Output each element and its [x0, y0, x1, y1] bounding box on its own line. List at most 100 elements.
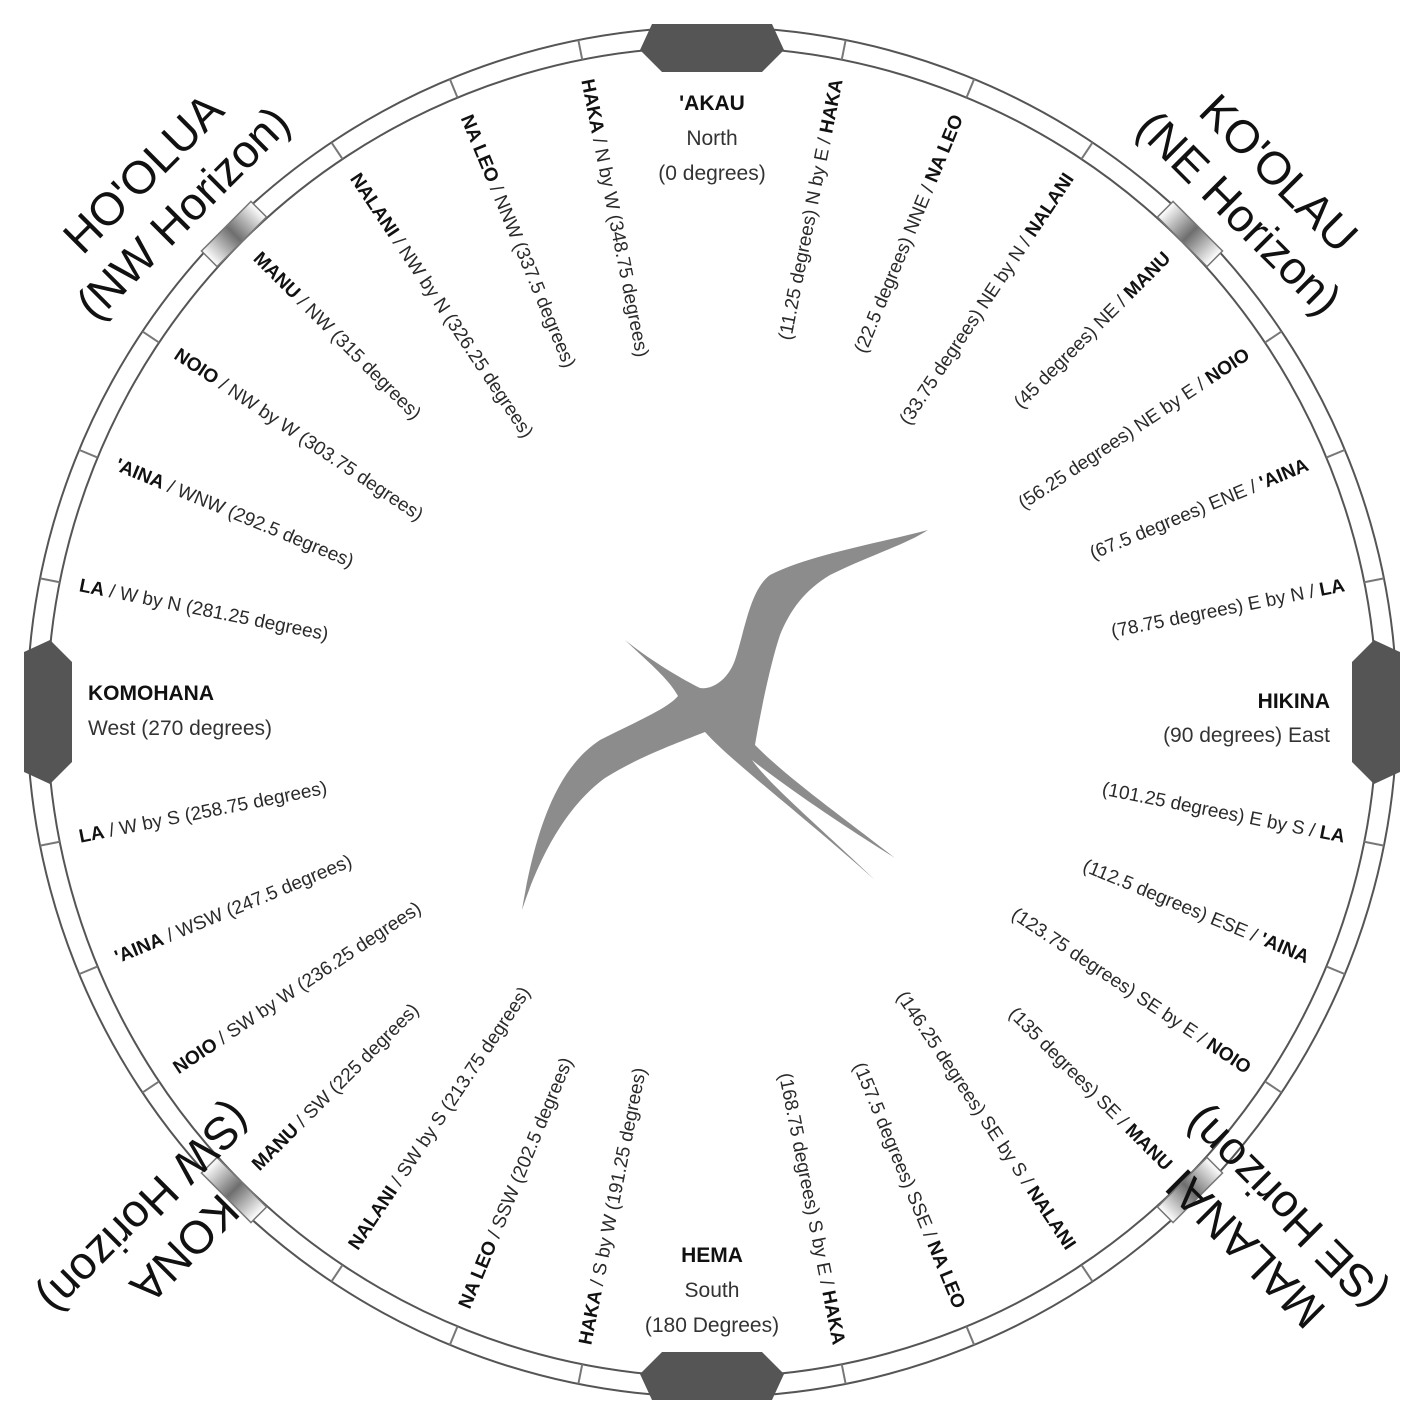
rim-tick	[330, 141, 344, 160]
rim-tick	[1080, 141, 1094, 160]
se-quarter-marker	[1156, 1156, 1224, 1224]
house-name: LA	[1318, 575, 1347, 601]
east-marker	[1352, 640, 1400, 784]
se-horizon-label: MALANAI (SE Horizon)	[1155, 1098, 1396, 1339]
house-bearing: (157.5 degrees) SSE /	[848, 1059, 941, 1246]
south-sub: South	[685, 1279, 740, 1302]
house-name: 'AINA	[1257, 929, 1312, 968]
house-name: HAKA	[816, 77, 847, 135]
south-name: HEMA	[681, 1244, 743, 1267]
rim-tick	[1264, 330, 1283, 344]
house-name: LA	[77, 575, 106, 601]
rim-tick	[141, 1080, 160, 1094]
rim-tick	[1325, 965, 1346, 976]
house-bearing: (101.25 degrees) E by S /	[1100, 779, 1322, 843]
house-label: LA / W by N (281.25 degrees)	[77, 575, 330, 645]
house-bearing: / NNW (337.5 degrees)	[483, 178, 579, 371]
rim-tick	[1364, 840, 1385, 847]
house-name: HAKA	[576, 77, 607, 135]
house-label: (112.5 degrees) ESE / 'AINA	[1080, 856, 1313, 968]
house-name: NALANI	[1021, 170, 1078, 241]
rim-tick	[78, 965, 99, 976]
rim-tick	[840, 39, 847, 60]
house-name: MANU	[1121, 1120, 1176, 1175]
house-bearing: / WSW (247.5 degrees)	[159, 851, 355, 948]
house-label: MANU / SW (225 degrees)	[248, 1000, 423, 1175]
rim-tick	[448, 1325, 459, 1346]
north-marker	[640, 24, 784, 72]
house-bearing: / NW (315 degrees)	[289, 288, 425, 424]
house-label: (45 degrees) NE / MANU	[1010, 248, 1175, 413]
rim-tick	[448, 78, 459, 99]
house-bearing: (135 degrees) SE /	[1004, 1004, 1135, 1135]
house-label: (101.25 degrees) E by S / LA	[1100, 779, 1347, 848]
house-label: MANU / NW (315 degrees)	[249, 248, 425, 424]
house-label: NA LEO / SSW (202.5 degrees)	[455, 1055, 578, 1312]
house-bearing: (22.5 degrees) NNE /	[851, 178, 941, 357]
house-label: HAKA / S by W (191.25 degrees)	[575, 1066, 651, 1347]
rim-tick	[39, 840, 60, 847]
south-degrees: (180 Degrees)	[645, 1314, 779, 1337]
rim-tick	[141, 330, 160, 344]
west-label: KOMOHANA West (270 degrees)	[88, 682, 272, 740]
house-bearing: / SSW (202.5 degrees)	[482, 1055, 577, 1246]
nw-horizon-label: HO'OLUA (NW Horizon)	[53, 83, 300, 330]
south-label: HEMA South (180 Degrees)	[645, 1244, 779, 1337]
house-label: (157.5 degrees) SSE / NA LEO	[848, 1059, 969, 1311]
north-name: 'AKAU	[679, 92, 745, 115]
house-bearing: (168.75 degrees) S by E /	[774, 1071, 838, 1293]
house-bearing: (67.5 degrees) ENE /	[1087, 475, 1265, 565]
house-name: NOIO	[1202, 345, 1254, 389]
house-bearing: / W by S (258.75 degrees)	[102, 778, 329, 843]
house-bearing: (45 degrees) NE /	[1010, 288, 1135, 413]
house-label: 'AINA / WSW (247.5 degrees)	[112, 851, 355, 968]
ne-horizon-label: KO'OLAU (NE Horizon)	[1127, 84, 1368, 325]
house-name: NALANI	[345, 170, 402, 241]
house-label: NA LEO / NNW (337.5 degrees)	[456, 112, 579, 371]
west-name: KOMOHANA	[88, 682, 214, 705]
west-sub: West (270 degrees)	[88, 717, 272, 740]
ne-quarter-marker	[1156, 200, 1224, 268]
house-name: 'AINA	[112, 929, 167, 968]
rim-tick	[1364, 577, 1385, 584]
house-label: 'AINA / WNW (292.5 degrees)	[112, 455, 356, 572]
house-bearing: / N by W (348.75 degrees)	[587, 131, 652, 359]
house-name: HAKA	[575, 1288, 606, 1346]
house-bearing: / WNW (292.5 degrees)	[159, 475, 356, 573]
rim-tick	[965, 78, 976, 99]
rim-tick	[577, 39, 584, 60]
house-bearing: / SW (225 degrees)	[288, 1000, 423, 1135]
east-name: HIKINA	[1258, 690, 1330, 713]
north-sub: North	[686, 127, 737, 150]
frigate-bird-icon	[522, 530, 928, 910]
east-label: HIKINA (90 degrees) East	[1163, 690, 1330, 747]
house-name: NA LEO	[922, 1238, 969, 1312]
house-label: (168.75 degrees) S by E / HAKA	[774, 1071, 849, 1347]
house-name: MANU	[249, 248, 304, 303]
west-marker	[24, 640, 72, 784]
house-name: NALANI	[1022, 1183, 1079, 1254]
south-marker	[640, 1352, 784, 1400]
rim-tick	[39, 577, 60, 584]
nw-quarter-marker	[200, 200, 268, 268]
rim-tick	[965, 1325, 976, 1346]
rim-tick	[577, 1364, 584, 1385]
house-label: (67.5 degrees) ENE / 'AINA	[1087, 455, 1312, 564]
house-bearing: / S by W (191.25 degrees)	[586, 1066, 651, 1293]
house-label: (78.75 degrees) E by N / LA	[1109, 575, 1346, 642]
rim-tick	[1080, 1264, 1094, 1283]
house-label: (22.5 degrees) NNE / NA LEO	[851, 112, 968, 356]
rim-tick	[78, 448, 99, 459]
house-name: NALANI	[345, 1183, 402, 1254]
sw-quarter-marker	[200, 1156, 268, 1224]
house-name: NA LEO	[921, 112, 968, 186]
house-bearing: (78.75 degrees) E by N /	[1109, 580, 1321, 642]
house-label: (11.25 degrees) N by E / HAKA	[775, 77, 847, 342]
house-name: MANU	[1120, 248, 1175, 303]
house-name: HAKA	[817, 1289, 848, 1347]
house-name: LA	[1318, 822, 1347, 848]
house-label: LA / W by S (258.75 degrees)	[77, 778, 329, 848]
east-sub: (90 degrees) East	[1163, 724, 1330, 747]
house-bearing: / W by N (281.25 degrees)	[102, 580, 330, 645]
